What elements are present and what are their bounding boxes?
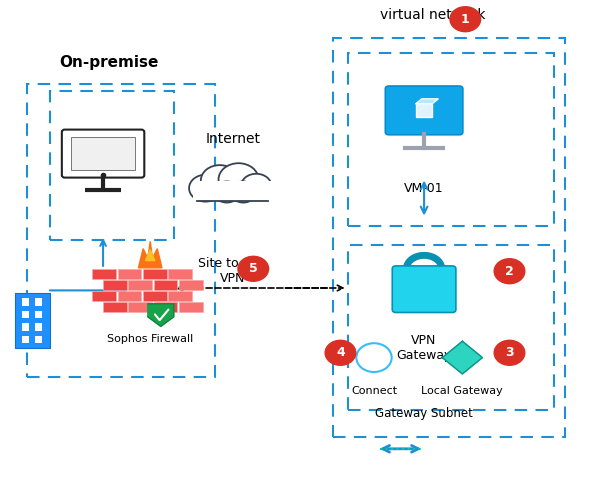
Bar [50,91,174,240]
Bar [416,104,432,117]
Bar [35,311,42,318]
Circle shape [494,259,525,284]
Text: 1: 1 [461,12,469,26]
Bar [128,302,152,312]
Polygon shape [145,250,155,261]
Text: Sophos Firewall: Sophos Firewall [107,334,193,344]
Bar [179,302,203,312]
Circle shape [219,163,259,196]
Bar [22,311,29,318]
Polygon shape [148,304,174,326]
FancyBboxPatch shape [71,137,135,170]
Bar [348,53,554,226]
Circle shape [241,174,272,199]
Circle shape [356,343,392,372]
Text: On-premise: On-premise [59,55,158,70]
Bar [103,280,127,290]
Bar [92,291,116,301]
Bar [118,269,141,279]
Text: Local Gateway: Local Gateway [422,386,503,396]
Text: 4: 4 [336,346,345,360]
Circle shape [238,256,269,281]
Polygon shape [442,341,482,374]
Bar [179,280,203,290]
Bar [143,291,167,301]
Bar [154,280,177,290]
FancyBboxPatch shape [193,181,273,201]
Bar [27,84,215,377]
Circle shape [494,340,525,365]
Text: 5: 5 [249,262,257,276]
Bar [35,336,42,343]
Text: Gateway Subnet: Gateway Subnet [375,407,473,420]
Text: VPN
Gateway: VPN Gateway [396,334,452,361]
Text: Site to Site
VPN: Site to Site VPN [198,257,267,285]
Polygon shape [138,241,162,268]
FancyBboxPatch shape [385,86,463,135]
Bar [348,245,554,410]
Bar [22,323,29,331]
Text: 2: 2 [505,264,514,278]
Bar [168,291,192,301]
Bar [35,298,42,306]
Bar [22,336,29,343]
Bar [333,38,565,437]
Circle shape [450,7,481,32]
FancyBboxPatch shape [392,266,456,312]
Circle shape [230,181,256,203]
Text: 3: 3 [505,346,514,360]
Bar [128,280,152,290]
Bar [35,323,42,331]
Bar [118,291,141,301]
Bar [92,269,116,279]
Text: Internet: Internet [205,132,260,146]
Bar [154,302,177,312]
Text: VM-01: VM-01 [404,182,444,195]
FancyBboxPatch shape [15,293,50,348]
Circle shape [214,181,240,203]
Bar [22,298,29,306]
Polygon shape [416,99,438,104]
Text: virtual network: virtual network [380,8,486,22]
Bar [143,269,167,279]
Circle shape [189,175,222,202]
Circle shape [201,165,239,196]
Bar [103,302,127,312]
Text: Connect: Connect [351,386,397,396]
Circle shape [325,340,356,365]
FancyBboxPatch shape [62,130,144,178]
Bar [168,269,192,279]
